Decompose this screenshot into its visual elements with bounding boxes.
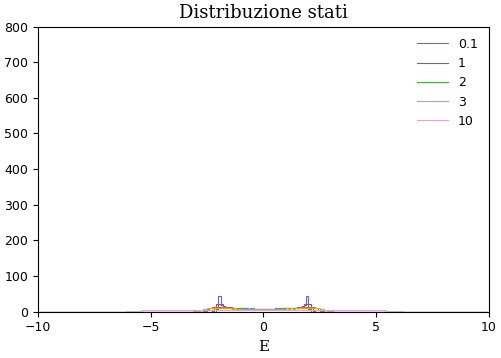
Line: 2: 2 xyxy=(38,306,486,311)
1 xyxy=(447,309,453,314)
2 xyxy=(53,309,59,314)
2 xyxy=(483,309,489,314)
3 xyxy=(53,309,59,314)
1 xyxy=(463,309,469,314)
0.1 xyxy=(154,309,160,314)
10 xyxy=(118,309,124,314)
1 xyxy=(53,309,59,314)
1 xyxy=(35,309,41,314)
2 xyxy=(62,309,68,314)
Line: 0.1: 0.1 xyxy=(38,296,486,311)
X-axis label: E: E xyxy=(258,340,269,354)
0.1 xyxy=(53,309,59,314)
10 xyxy=(483,309,489,314)
Title: Distribuzione stati: Distribuzione stati xyxy=(179,4,348,22)
10 xyxy=(53,309,59,314)
3 xyxy=(62,309,68,314)
10 xyxy=(154,308,160,312)
3 xyxy=(35,309,41,314)
3 xyxy=(483,309,489,314)
1 xyxy=(62,309,68,314)
2 xyxy=(463,309,469,314)
0.1 xyxy=(463,309,469,314)
Legend: 0.1, 1, 2, 3, 10: 0.1, 1, 2, 3, 10 xyxy=(411,33,482,133)
Line: 1: 1 xyxy=(38,304,486,311)
3 xyxy=(154,309,160,314)
10 xyxy=(281,308,287,312)
Line: 10: 10 xyxy=(38,310,486,311)
2 xyxy=(447,309,453,314)
0.1 xyxy=(62,309,68,314)
2 xyxy=(118,309,124,314)
3 xyxy=(118,309,124,314)
1 xyxy=(118,309,124,314)
10 xyxy=(463,309,469,314)
0.1 xyxy=(483,309,489,314)
0.1 xyxy=(215,294,221,299)
10 xyxy=(447,309,453,314)
2 xyxy=(35,309,41,314)
0.1 xyxy=(447,309,453,314)
2 xyxy=(306,304,312,309)
3 xyxy=(447,309,453,314)
Line: 3: 3 xyxy=(38,308,486,311)
10 xyxy=(62,309,68,314)
10 xyxy=(35,309,41,314)
1 xyxy=(483,309,489,314)
3 xyxy=(463,309,469,314)
2 xyxy=(154,309,160,314)
1 xyxy=(154,309,160,314)
3 xyxy=(211,305,217,310)
1 xyxy=(215,302,221,306)
0.1 xyxy=(118,309,124,314)
0.1 xyxy=(35,309,41,314)
